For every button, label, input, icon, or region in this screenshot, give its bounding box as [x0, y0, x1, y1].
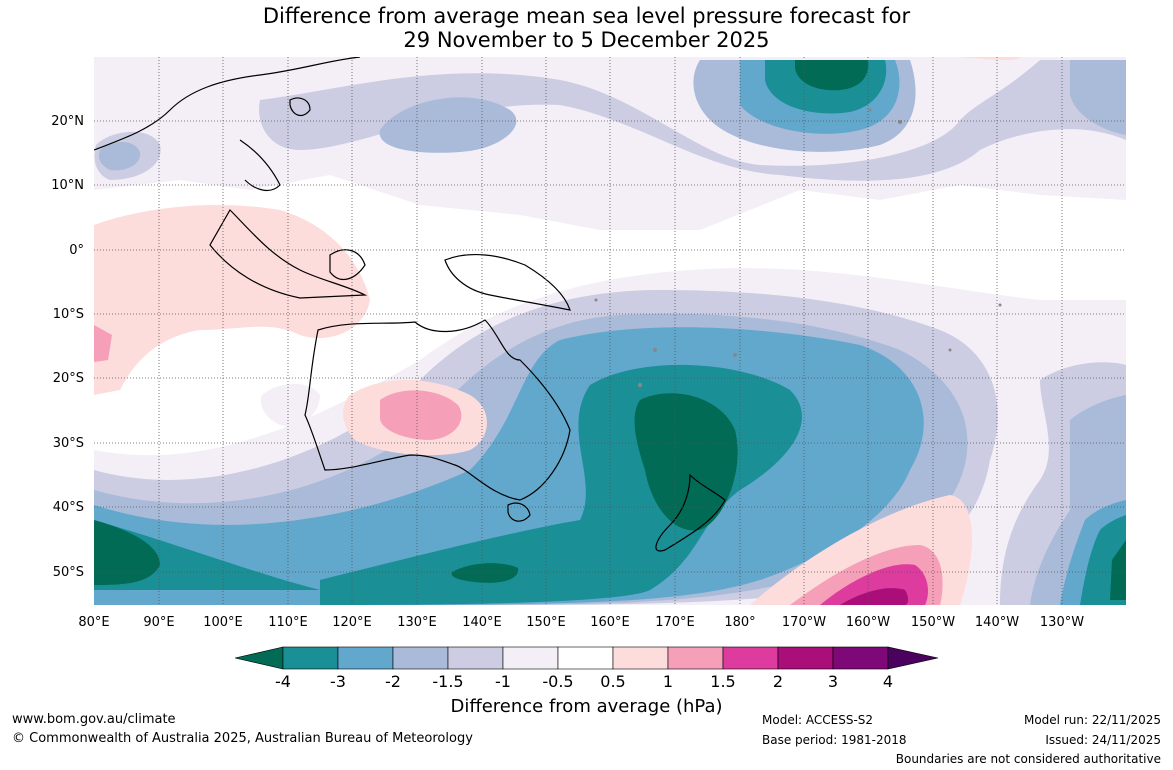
lat-label: 10°N — [51, 178, 84, 193]
lat-label: 30°S — [53, 436, 84, 451]
pacific-islands — [594, 108, 1002, 387]
lat-label: 20°S — [53, 371, 84, 386]
lon-label: 120°E — [332, 615, 372, 630]
colorbar-tick-label: 2 — [773, 672, 783, 691]
colorbar-tick-label: -3 — [330, 672, 346, 691]
lon-label: 150°W — [911, 615, 955, 630]
colorbar-tick-label: 4 — [883, 672, 893, 691]
map-title: Difference from average mean sea level p… — [0, 4, 1173, 52]
base-period: Base period: 1981-2018 — [762, 733, 907, 747]
lon-label: 180° — [724, 615, 755, 630]
lon-label: 80°E — [78, 615, 109, 630]
colorbar-bin — [667, 646, 724, 670]
colorbar-tick-label: 0.5 — [600, 672, 625, 691]
lon-label: 170°W — [782, 615, 826, 630]
colorbar-arrow-low — [234, 646, 284, 670]
copyright-text: © Commonwealth of Australia 2025, Austra… — [12, 731, 473, 746]
colorbar: -4 -3 -2 -1.5 -1 -0.5 0.5 1 1.5 2 3 4 — [234, 646, 939, 691]
colorbar-title: Difference from average (hPa) — [450, 696, 723, 717]
colorbar-bin — [722, 646, 779, 670]
title-line-2: 29 November to 5 December 2025 — [403, 28, 770, 52]
colorbar-tick-label: 3 — [828, 672, 838, 691]
model-run: Model run: 22/11/2025 — [1023, 713, 1161, 727]
anomaly-field — [94, 57, 1126, 605]
lat-label: 10°S — [53, 307, 84, 322]
lon-label: 110°E — [268, 615, 308, 630]
colorbar-tick-label: -4 — [275, 672, 291, 691]
colorbar-tick-label: -0.5 — [542, 672, 573, 691]
lon-label: 150°E — [526, 615, 566, 630]
boundary-disclaimer: Boundaries are not considered authoritat… — [895, 752, 1161, 766]
lon-label: 90°E — [143, 615, 174, 630]
lon-label: 140°W — [975, 615, 1019, 630]
title-line-1: Difference from average mean sea level p… — [262, 4, 911, 28]
gridlines — [94, 57, 1126, 605]
colorbar-bin — [832, 646, 889, 670]
lon-label: 130°E — [397, 615, 437, 630]
longitude-labels: 80°E 90°E 100°E 110°E 120°E 130°E 140°E … — [78, 615, 1084, 630]
colorbar-bin — [502, 646, 559, 670]
forecast-map: 20°N 10°N 0° 10°S 20°S 30°S 40°S 50°S 80… — [51, 57, 1126, 691]
lon-label: 170°E — [655, 615, 695, 630]
lon-label: 160°W — [846, 615, 890, 630]
colorbar-bin — [282, 646, 339, 670]
lat-label: 40°S — [53, 500, 84, 515]
model-name: Model: ACCESS-S2 — [762, 713, 874, 727]
colorbar-tick-label: -2 — [385, 672, 401, 691]
lat-label: 0° — [69, 243, 84, 258]
website-link[interactable]: www.bom.gov.au/climate — [12, 712, 176, 727]
colorbar-tick-label: -1 — [495, 672, 511, 691]
issue-date: Issued: 24/11/2025 — [1045, 733, 1161, 747]
lat-label: 20°N — [51, 114, 84, 129]
colorbar-bin — [777, 646, 834, 670]
colorbar-bin — [447, 646, 504, 670]
lon-label: 130°W — [1040, 615, 1084, 630]
colorbar-tick-label: 1.5 — [710, 672, 735, 691]
colorbar-tick-label: 1 — [663, 672, 673, 691]
colorbar-arrow-high — [887, 646, 939, 670]
colorbar-bin — [612, 646, 669, 670]
colorbar-bin — [392, 646, 449, 670]
latitude-labels: 20°N 10°N 0° 10°S 20°S 30°S 40°S 50°S — [51, 114, 84, 580]
colorbar-tick-label: -1.5 — [432, 672, 463, 691]
lon-label: 160°E — [590, 615, 630, 630]
lon-label: 100°E — [203, 615, 243, 630]
colorbar-bin — [557, 646, 614, 670]
lon-label: 140°E — [462, 615, 502, 630]
colorbar-bin — [337, 646, 394, 670]
lat-label: 50°S — [53, 565, 84, 580]
